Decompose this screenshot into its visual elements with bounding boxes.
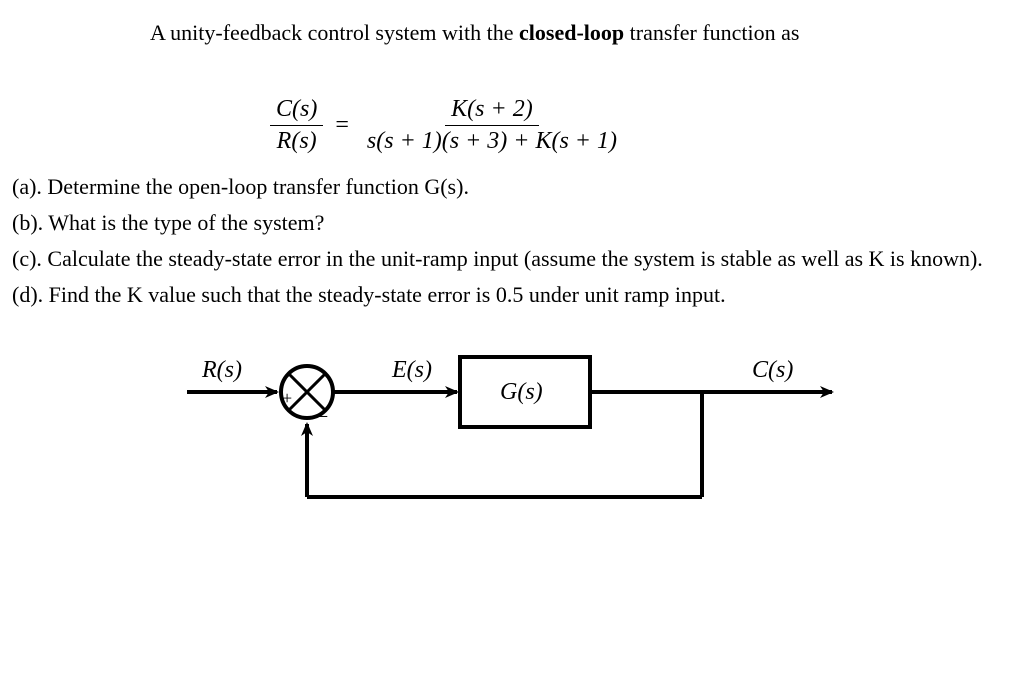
eq-left-numerator: C(s) [270, 96, 323, 126]
eq-left-denominator: R(s) [271, 126, 323, 155]
intro-bold: closed-loop [519, 20, 624, 45]
closed-loop-equation: C(s) R(s) = K(s + 2) s(s + 1)(s + 3) + K… [270, 96, 1014, 155]
equation-right-fraction: K(s + 2) s(s + 1)(s + 3) + K(s + 1) [361, 96, 623, 155]
label-C: C(s) [752, 357, 793, 384]
label-E: E(s) [392, 357, 432, 384]
question-d: (d). Find the K value such that the stea… [12, 278, 1014, 312]
equals-sign: = [335, 112, 349, 139]
block-diagram-container: R(s) E(s) G(s) C(s) + − [10, 352, 1014, 532]
eq-right-numerator: K(s + 2) [445, 96, 539, 126]
intro-text: A unity-feedback control system with the… [150, 20, 1014, 46]
question-a: (a). Determine the open-loop transfer fu… [12, 170, 1014, 204]
label-plus: + [282, 388, 292, 409]
label-G: G(s) [500, 379, 543, 406]
label-minus: − [317, 406, 328, 429]
intro-part1: A unity-feedback control system with the [150, 20, 519, 45]
eq-right-denominator: s(s + 1)(s + 3) + K(s + 1) [361, 126, 623, 155]
block-diagram: R(s) E(s) G(s) C(s) + − [182, 352, 842, 532]
question-b: (b). What is the type of the system? [12, 206, 1014, 240]
intro-part2: transfer function as [624, 20, 799, 45]
label-R: R(s) [202, 357, 242, 384]
question-c: (c). Calculate the steady-state error in… [12, 242, 1014, 276]
equation-left-fraction: C(s) R(s) [270, 96, 323, 155]
question-list: (a). Determine the open-loop transfer fu… [12, 170, 1014, 312]
